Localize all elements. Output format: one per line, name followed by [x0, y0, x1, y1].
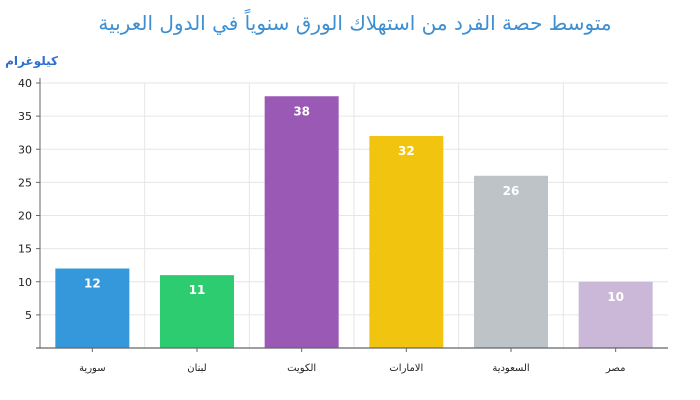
chart-title: متوسط حصة الفرد من استهلاك الورق سنوياً …	[98, 9, 611, 36]
data-label: 32	[398, 144, 415, 158]
y-tick-label: 20	[18, 210, 32, 223]
data-label: 26	[503, 184, 520, 198]
bar	[474, 175, 548, 348]
data-label: 12	[84, 277, 101, 291]
y-tick-label: 25	[18, 176, 32, 189]
y-tick-label: 35	[18, 110, 32, 123]
bar	[578, 281, 653, 348]
bar	[369, 136, 444, 348]
x-tick-label: الكويت	[287, 363, 316, 374]
y-tick-label: 40	[18, 77, 32, 90]
y-tick-label: 5	[25, 309, 32, 322]
y-tick-label: 10	[18, 276, 32, 289]
x-tick-label: السعودية	[492, 363, 529, 374]
bar	[264, 96, 339, 348]
bars: 12 11 38 32 26 10	[55, 96, 653, 348]
bar	[160, 275, 234, 348]
y-axis-label: كيلوغرام	[5, 54, 58, 69]
x-tick-label: مصر	[605, 363, 626, 374]
bar	[55, 268, 130, 348]
x-tick-label: لبنان	[187, 363, 206, 374]
gridlines	[40, 82, 668, 348]
data-label: 11	[189, 283, 206, 297]
x-tick-label: الامارات	[389, 363, 423, 374]
y-tick-label: 15	[18, 243, 32, 256]
y-tick-label: 30	[18, 143, 32, 156]
data-label: 38	[293, 104, 310, 118]
axes: 5 10 15 20 25 30 35 40 سورية لبنان الكويت الامارات ا…	[18, 77, 668, 374]
data-label: 10	[607, 290, 624, 304]
x-tick-label: سورية	[79, 363, 106, 374]
